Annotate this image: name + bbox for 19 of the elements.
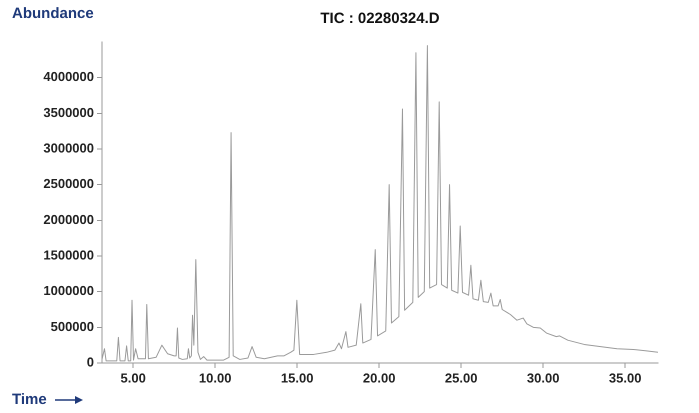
y-tick-label: 1000000 <box>43 283 94 298</box>
y-axis-title: Abundance <box>12 5 94 22</box>
x-tick-label: 10.00 <box>198 370 232 386</box>
y-tick-label: 2500000 <box>43 176 94 192</box>
y-tick-label: 2000000 <box>43 212 94 227</box>
chart-title: TIC : 02280324.D <box>319 10 441 27</box>
y-tick-label: 1500000 <box>43 248 94 263</box>
x-tick-label: 15.00 <box>280 370 314 386</box>
x-axis-title: Time <box>12 391 47 408</box>
y-tick-label: 4000000 <box>43 69 94 84</box>
y-tick-label: 3500000 <box>43 104 94 120</box>
y-tick-label: 500000 <box>50 318 94 334</box>
x-tick-label: 25.00 <box>444 370 478 386</box>
x-tick-label: 5.00 <box>120 370 146 386</box>
y-tick-label: 0 <box>86 354 94 370</box>
x-tick-label: 30.00 <box>526 370 560 386</box>
x-tick-label: 35.00 <box>608 370 642 386</box>
y-tick-label: 3000000 <box>43 140 94 156</box>
x-tick-label: 20.00 <box>362 370 396 386</box>
